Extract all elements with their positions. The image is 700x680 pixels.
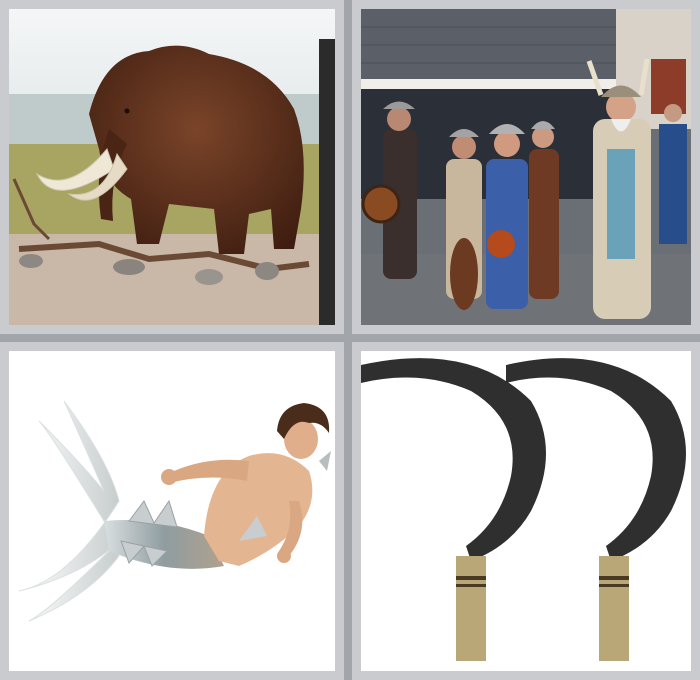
merman-picture bbox=[9, 351, 335, 671]
sickle-left bbox=[361, 358, 546, 661]
picture-tile-sickles[interactable] bbox=[352, 342, 700, 680]
picture-tile-vikings[interactable] bbox=[352, 0, 700, 334]
vikings-picture bbox=[361, 9, 691, 325]
picture-tile-mammoth[interactable] bbox=[0, 0, 344, 334]
sickle-right bbox=[506, 358, 686, 661]
mammoth-picture bbox=[9, 9, 335, 325]
sickles-picture bbox=[361, 351, 691, 671]
picture-tile-merman[interactable] bbox=[0, 342, 344, 680]
